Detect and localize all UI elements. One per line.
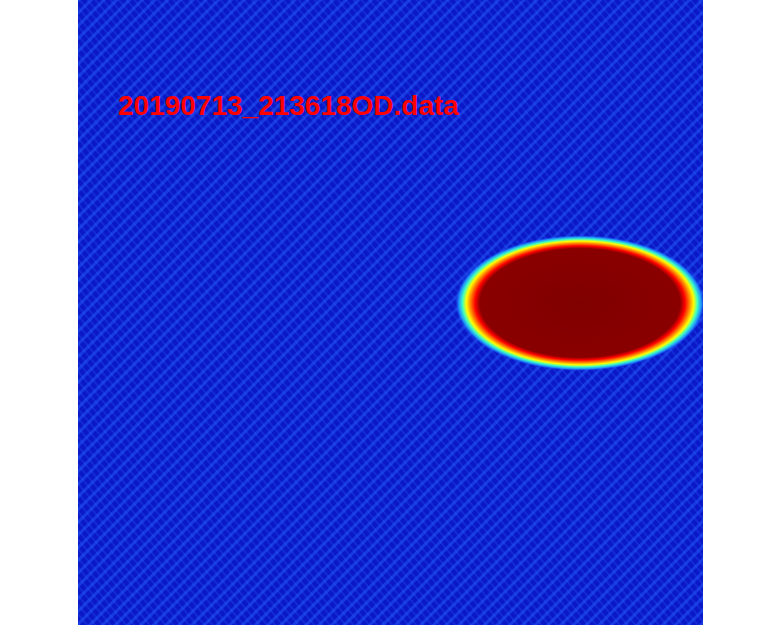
atom-cloud bbox=[455, 235, 703, 371]
image bbox=[78, 0, 703, 625]
figure: 20190713_213618OD.data bbox=[0, 0, 781, 625]
title: 20190713_213618OD.data bbox=[118, 90, 459, 121]
